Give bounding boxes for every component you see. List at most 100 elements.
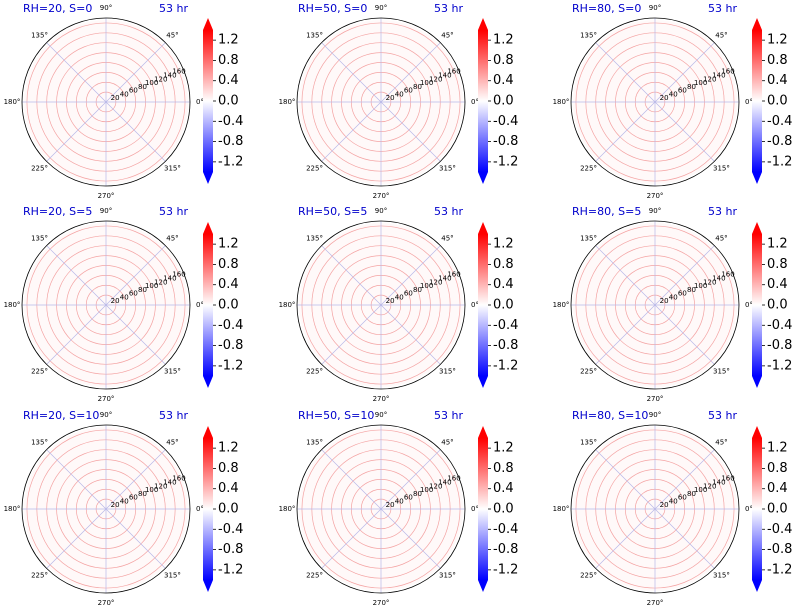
radial-tick-label: 60	[129, 290, 138, 298]
colorbar-extend-max	[203, 426, 213, 438]
radial-tick-label: 60	[678, 494, 687, 502]
radial-tick-label: 100	[694, 79, 707, 87]
angle-tick-label: 45°	[441, 32, 453, 40]
angle-tick-label: 180°	[553, 98, 570, 106]
radial-tick-label: 120	[703, 75, 716, 83]
colorbar-extend-min	[752, 580, 762, 592]
subplot-title: RH=20, S=5	[23, 205, 92, 218]
radial-tick-label: 120	[154, 75, 167, 83]
angle-tick-label: 180°	[279, 505, 296, 513]
colorbar-tick-label: -0.4	[218, 522, 243, 537]
angle-tick-label: 90°	[649, 411, 661, 419]
radial-tick-label: 20	[660, 501, 669, 509]
angular-gridline	[595, 508, 656, 569]
angle-tick-label: 135°	[31, 439, 48, 447]
colorbar-gradient	[752, 234, 762, 376]
colorbar-extend-min	[478, 172, 488, 184]
subplot-title: RH=50, S=0	[298, 2, 367, 15]
colorbar-extend-min	[752, 172, 762, 184]
angle-tick-label: 135°	[31, 32, 48, 40]
colorbar-extend-max	[752, 18, 762, 30]
subplot-time: 53 hr	[708, 2, 737, 15]
subplot-time: 53 hr	[434, 409, 463, 422]
colorbar-extend-min	[478, 580, 488, 592]
angular-gridline	[595, 42, 656, 103]
colorbar-extend-max	[752, 426, 762, 438]
colorbar-tick-label: 0.4	[218, 73, 239, 88]
radial-tick-label: 160	[447, 271, 460, 279]
colorbar-tick-label: 0.0	[767, 502, 788, 517]
colorbar-tick-label: -0.8	[218, 338, 243, 353]
angle-tick-label: 225°	[580, 571, 597, 579]
angle-tick-label: 45°	[715, 439, 727, 447]
colorbar-tick-label: -0.8	[218, 134, 243, 149]
angle-tick-label: 0°	[745, 301, 753, 309]
radial-tick-label: 40	[669, 497, 678, 505]
colorbar-gradient	[478, 234, 488, 376]
radial-tick-label: 40	[669, 90, 678, 98]
angle-tick-label: 315°	[164, 164, 181, 172]
radial-tick-label: 80	[138, 490, 147, 498]
colorbar-tick-label: 0.4	[218, 481, 239, 496]
radial-tick-label: 100	[420, 79, 433, 87]
angular-gridline	[105, 449, 166, 510]
angle-tick-label: 270°	[647, 599, 664, 607]
polar-plot-9: 0°45°90°135°180°225°270°315°20 40 60 801001…	[553, 409, 753, 607]
angular-gridline	[654, 101, 715, 162]
polar-frame	[570, 17, 740, 187]
angle-tick-label: 0°	[471, 505, 479, 513]
angular-gridline	[380, 101, 441, 162]
radial-tick-label: 40	[395, 90, 404, 98]
subplot-time: 53 hr	[708, 205, 737, 218]
angle-tick-label: 180°	[279, 301, 296, 309]
polar-frame	[296, 220, 466, 390]
colorbar-tick-label: -0.8	[493, 338, 518, 353]
colorbar-extend-min	[203, 580, 213, 592]
radial-tick-label: 40	[120, 497, 129, 505]
colorbar: -1.2 -0.8 -0.4 0.0 0.4 0.8 1.2	[203, 18, 243, 184]
angle-tick-label: 45°	[441, 439, 453, 447]
angle-tick-label: 270°	[373, 192, 390, 200]
radial-tick-label: 160	[447, 68, 460, 76]
angle-tick-label: 315°	[713, 367, 730, 375]
colorbar-gradient	[203, 438, 213, 580]
radial-tick-label: 80	[138, 83, 147, 91]
angle-tick-label: 0°	[196, 505, 204, 513]
colorbar-gradient	[478, 30, 488, 172]
angular-gridline	[321, 449, 382, 510]
angular-gridline	[321, 508, 382, 569]
angular-gridline	[380, 245, 441, 306]
radial-tick-label: 40	[120, 293, 129, 301]
radial-tick-label: 140	[712, 275, 725, 283]
polar-plot-4: 0°45°90°135°180°225°270°315°20 40 60 801001…	[4, 205, 204, 403]
angle-tick-label: 225°	[580, 164, 597, 172]
angle-tick-label: 225°	[31, 164, 48, 172]
polar-plot-2: 0°45°90°135°180°225°270°315°20 40 60 801001…	[279, 2, 479, 200]
angular-gridline	[380, 508, 441, 569]
colorbar-extend-min	[203, 172, 213, 184]
radial-tick-label: 140	[712, 479, 725, 487]
angle-tick-label: 180°	[4, 301, 21, 309]
polar-frame	[296, 424, 466, 594]
colorbar-tick-label: 1.2	[493, 441, 514, 456]
colorbar: -1.2 -0.8 -0.4 0.0 0.4 0.8 1.2	[478, 222, 518, 388]
colorbar-tick-label: 0.0	[767, 94, 788, 109]
colorbar-tick-label: -1.2	[493, 154, 518, 169]
radial-tick-label: 60	[404, 87, 413, 95]
subplot-time: 53 hr	[434, 205, 463, 218]
colorbar: -1.2 -0.8 -0.4 0.0 0.4 0.8 1.2	[752, 426, 792, 592]
colorbar-tick-label: 1.2	[218, 237, 239, 252]
colorbar-tick-label: -0.4	[493, 522, 518, 537]
radial-tick-label: 120	[703, 482, 716, 490]
colorbar-tick-label: 0.4	[767, 277, 788, 292]
colorbar-tick-label: 0.4	[218, 277, 239, 292]
angular-gridline	[105, 304, 166, 365]
angle-tick-label: 315°	[439, 367, 456, 375]
colorbar-tick-label: 0.8	[767, 53, 788, 68]
colorbar-tick-label: 0.4	[493, 73, 514, 88]
colorbar-tick-label: -0.4	[767, 318, 792, 333]
colorbar-tick-label: -0.4	[767, 522, 792, 537]
radial-tick-label: 80	[687, 83, 696, 91]
angular-gridline	[321, 304, 382, 365]
subplot-time: 53 hr	[159, 2, 188, 15]
